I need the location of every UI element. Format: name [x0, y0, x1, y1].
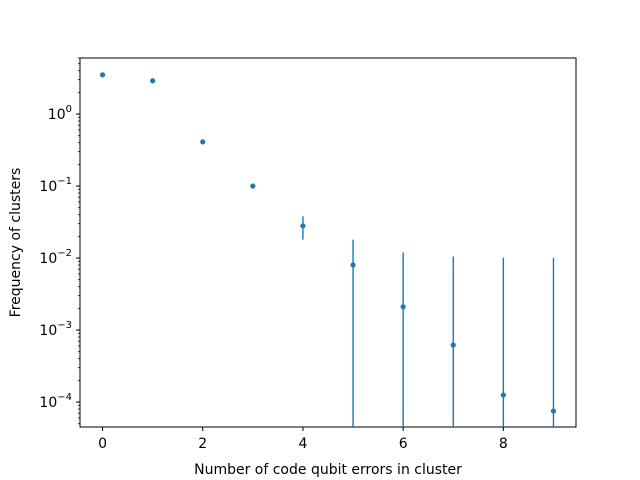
- y-tick-exponent: −3: [57, 320, 72, 331]
- data-point: [550, 408, 557, 414]
- y-tick-base: 10: [39, 323, 57, 339]
- data-point: [450, 342, 456, 348]
- y-tick-exponent: −4: [57, 392, 72, 403]
- y-tick-base: 10: [48, 107, 66, 123]
- plot-frame: [79, 57, 577, 428]
- data-points: [99, 72, 557, 414]
- y-tick-label: 10−4: [39, 392, 72, 411]
- y-axis-label: Frequency of clusters: [8, 168, 24, 318]
- error-bars: [302, 216, 555, 427]
- x-axis-label: Number of code qubit errors in cluster: [194, 462, 462, 478]
- x-tick-label: 8: [499, 436, 508, 452]
- data-point: [300, 223, 306, 229]
- y-tick-exponent: −2: [57, 248, 72, 259]
- data-point: [99, 72, 106, 78]
- x-tick-label: 2: [198, 436, 207, 452]
- y-tick-base: 10: [39, 179, 57, 195]
- y-tick-base: 10: [39, 395, 57, 411]
- data-point: [400, 304, 406, 310]
- plot-area: [79, 57, 577, 428]
- y-tick-base: 10: [39, 251, 57, 267]
- x-tick-label: 6: [399, 436, 408, 452]
- y-tick-label: 100: [48, 104, 72, 123]
- y-tick-label: 10−2: [39, 248, 72, 267]
- x-tick-label: 4: [298, 436, 307, 452]
- data-point: [250, 183, 256, 189]
- x-tick-label: 0: [98, 436, 107, 452]
- data-point: [200, 139, 206, 145]
- y-tick-label: 10−1: [39, 176, 72, 195]
- data-point: [350, 262, 356, 268]
- y-tick-exponent: 0: [66, 104, 72, 115]
- data-point: [500, 392, 506, 398]
- y-tick-label: 10−3: [39, 320, 72, 339]
- y-tick-exponent: −1: [57, 176, 72, 187]
- data-point: [150, 78, 156, 84]
- x-axis: 0 2 4 6 8: [98, 427, 508, 452]
